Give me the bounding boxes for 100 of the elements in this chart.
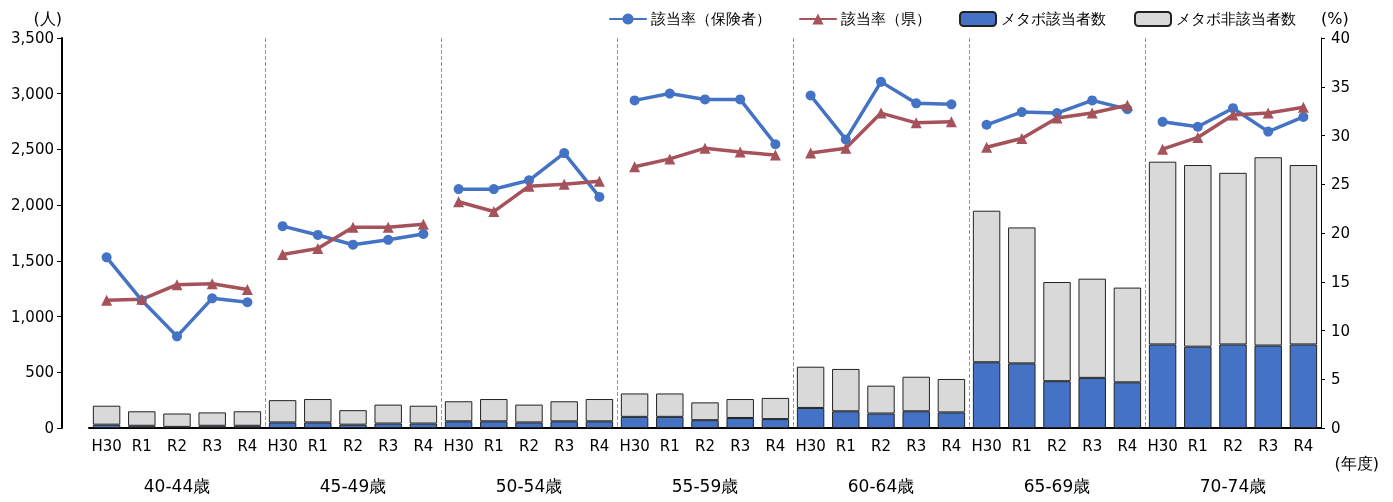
x-tick-label: R3	[906, 436, 927, 455]
point	[593, 175, 605, 187]
x-tick-label: H30	[267, 436, 298, 455]
point	[312, 229, 323, 240]
point	[383, 234, 394, 245]
bar	[409, 405, 438, 424]
point	[382, 221, 394, 233]
x-tick-label: H30	[91, 436, 122, 455]
point	[1228, 103, 1238, 114]
point	[769, 149, 781, 161]
x-tick-label: H30	[971, 436, 1002, 455]
x-tick-label: R1	[131, 436, 152, 455]
y2-tick-label: 20	[1331, 224, 1351, 242]
point	[876, 76, 886, 87]
x-tick-label: R4	[941, 436, 962, 455]
point	[1227, 109, 1239, 121]
point	[699, 142, 711, 154]
point	[664, 88, 675, 99]
x-tick-label: R2	[871, 436, 891, 455]
point	[1192, 121, 1203, 132]
y2-tick-label: 15	[1331, 272, 1351, 291]
x-tick-label: R4	[1293, 436, 1314, 455]
x-tick-label: R1	[835, 436, 856, 455]
point	[735, 94, 746, 105]
point	[207, 293, 218, 304]
x-tick-label: R3	[202, 436, 223, 455]
y-tick-label: 3,500	[11, 29, 54, 47]
point	[981, 119, 992, 130]
y-tick-label: 500	[25, 363, 54, 382]
point	[453, 184, 464, 195]
bar	[92, 405, 121, 425]
bar	[198, 412, 226, 426]
point	[1157, 143, 1169, 155]
y2-tick-label: 10	[1331, 321, 1351, 340]
point	[700, 94, 710, 105]
point	[840, 142, 852, 154]
point	[101, 294, 113, 306]
x-tick-label: R2	[343, 436, 363, 455]
x-tick-label: R2	[1047, 436, 1067, 455]
point	[840, 134, 851, 145]
point	[911, 98, 922, 109]
y2-tick-label: 30	[1331, 126, 1351, 145]
point	[1298, 111, 1309, 122]
legend-label: メタボ非該当者数	[1176, 10, 1296, 28]
point	[734, 146, 746, 158]
text: 45-49歳	[319, 475, 387, 496]
point	[312, 243, 324, 255]
x-tick-label: R3	[1082, 436, 1103, 455]
legend-label: 該当率（県）	[841, 10, 931, 28]
point	[242, 297, 253, 308]
point	[981, 141, 993, 153]
point	[206, 278, 218, 290]
x-tick-label: R4	[413, 436, 434, 455]
point	[1016, 107, 1027, 118]
y2-tick-label: 0	[1331, 419, 1341, 437]
point	[347, 221, 359, 233]
x-tick-label: R3	[730, 436, 751, 455]
point	[1297, 101, 1309, 113]
y2-tick-label: 5	[1331, 370, 1341, 389]
bar	[233, 411, 262, 426]
y-tick-label: 3,000	[11, 84, 54, 103]
text: 60-64歳	[847, 475, 915, 496]
point	[417, 218, 429, 230]
legend-label: メタボ該当者数	[1001, 10, 1106, 28]
point	[1016, 132, 1028, 144]
point	[277, 221, 288, 232]
point	[348, 239, 358, 250]
x-tick-label: R3	[378, 436, 399, 455]
point	[1051, 112, 1063, 124]
y-tick-label: 2,500	[11, 140, 54, 159]
text: 50-54歳	[495, 475, 563, 496]
y2-tick-label: 25	[1331, 175, 1351, 194]
legend-label: 該当率（保険者）	[651, 10, 771, 28]
point	[1086, 107, 1098, 119]
x-tick-label: R2	[1223, 436, 1243, 455]
x-tick-label: R4	[765, 436, 786, 455]
y2-axis-title: (%)	[1321, 8, 1349, 28]
x-tick-label: R3	[554, 436, 575, 455]
point	[910, 117, 922, 129]
point	[277, 248, 289, 260]
y-tick-label: 1,500	[11, 251, 54, 270]
point	[946, 99, 957, 110]
text: 65-69歳	[1023, 475, 1091, 496]
point	[945, 116, 957, 128]
x-tick-label: R2	[519, 436, 539, 455]
bar	[339, 410, 367, 425]
x-tick-label: R4	[589, 436, 610, 455]
x-tick-label: R1	[1011, 436, 1032, 455]
y-tick-label: 1,000	[11, 307, 54, 326]
x-tick-label: R1	[307, 436, 328, 455]
point	[594, 191, 605, 202]
bar	[128, 411, 156, 426]
point	[523, 180, 535, 192]
point	[418, 228, 429, 239]
point	[664, 153, 676, 165]
point	[172, 331, 182, 342]
x-tick-label: R2	[167, 436, 187, 455]
x-tick-label: H30	[795, 436, 826, 455]
point	[805, 90, 816, 101]
y-axis-title: (人)	[33, 8, 62, 28]
